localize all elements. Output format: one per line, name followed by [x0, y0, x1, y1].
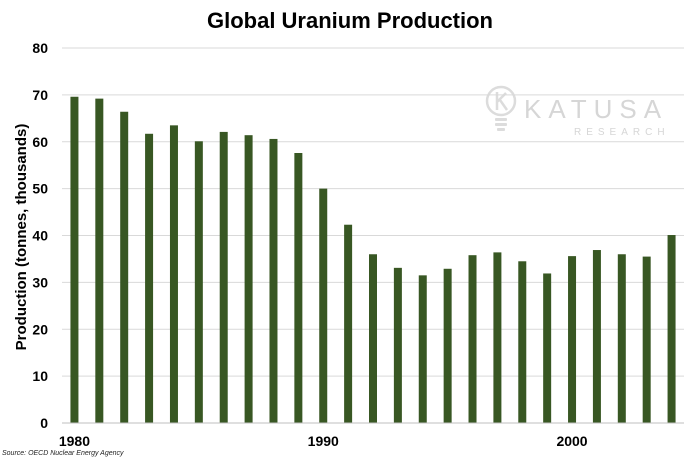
bar-1986	[219, 131, 228, 423]
bar-2004	[667, 235, 676, 423]
y-tick-label: 60	[32, 134, 48, 150]
bar-1990	[319, 188, 328, 423]
watermark-brand-text: KATUSA	[524, 94, 668, 124]
bar-2001	[592, 250, 601, 423]
chart-title: Global Uranium Production	[207, 8, 493, 33]
bar-1993	[393, 267, 402, 423]
bar-1981	[95, 98, 104, 423]
x-tick-label: 2000	[556, 433, 587, 449]
y-tick-label: 50	[32, 181, 48, 197]
bar-1998	[518, 261, 527, 423]
y-tick-label: 40	[32, 228, 48, 244]
lightbulb-k-icon	[485, 85, 517, 131]
bar-1988	[269, 138, 278, 423]
bar-2000	[568, 256, 577, 423]
bar-1987	[244, 135, 253, 423]
bar-1997	[493, 252, 502, 423]
y-tick-labels: 0 10 20 30 40 50 60 70 80	[32, 40, 48, 431]
bar-1991	[344, 224, 353, 423]
bar-1980	[70, 96, 79, 423]
y-tick-label: 30	[32, 274, 48, 290]
source-note: Source: OECD Nuclear Energy Agency	[2, 450, 124, 457]
y-tick-label: 0	[40, 415, 48, 431]
x-tick-label: 1980	[59, 433, 90, 449]
bar-1983	[145, 133, 154, 423]
y-tick-label: 10	[32, 368, 48, 384]
y-tick-label: 70	[32, 87, 48, 103]
y-tick-label: 80	[32, 40, 48, 56]
bar-1982	[120, 111, 129, 423]
bars	[70, 96, 676, 423]
bar-1995	[443, 268, 452, 423]
bar-2003	[642, 256, 651, 423]
katusa-watermark-logo: KATUSA RESEARCH	[485, 85, 670, 138]
watermark-sub-text: RESEARCH	[574, 127, 670, 138]
bar-2002	[617, 254, 626, 423]
bar-1994	[418, 275, 427, 423]
bar-1989	[294, 153, 303, 423]
x-tick-label: 1990	[308, 433, 339, 449]
bar-1984	[169, 125, 178, 423]
x-tick-labels: 1980 1990 2000	[59, 433, 588, 449]
y-tick-label: 20	[32, 321, 48, 337]
bar-1996	[468, 255, 477, 423]
bar-1985	[194, 141, 203, 423]
bar-1999	[543, 273, 552, 423]
y-axis-label: Production (tonnes, thousands)	[13, 124, 30, 351]
bar-1992	[369, 254, 377, 423]
